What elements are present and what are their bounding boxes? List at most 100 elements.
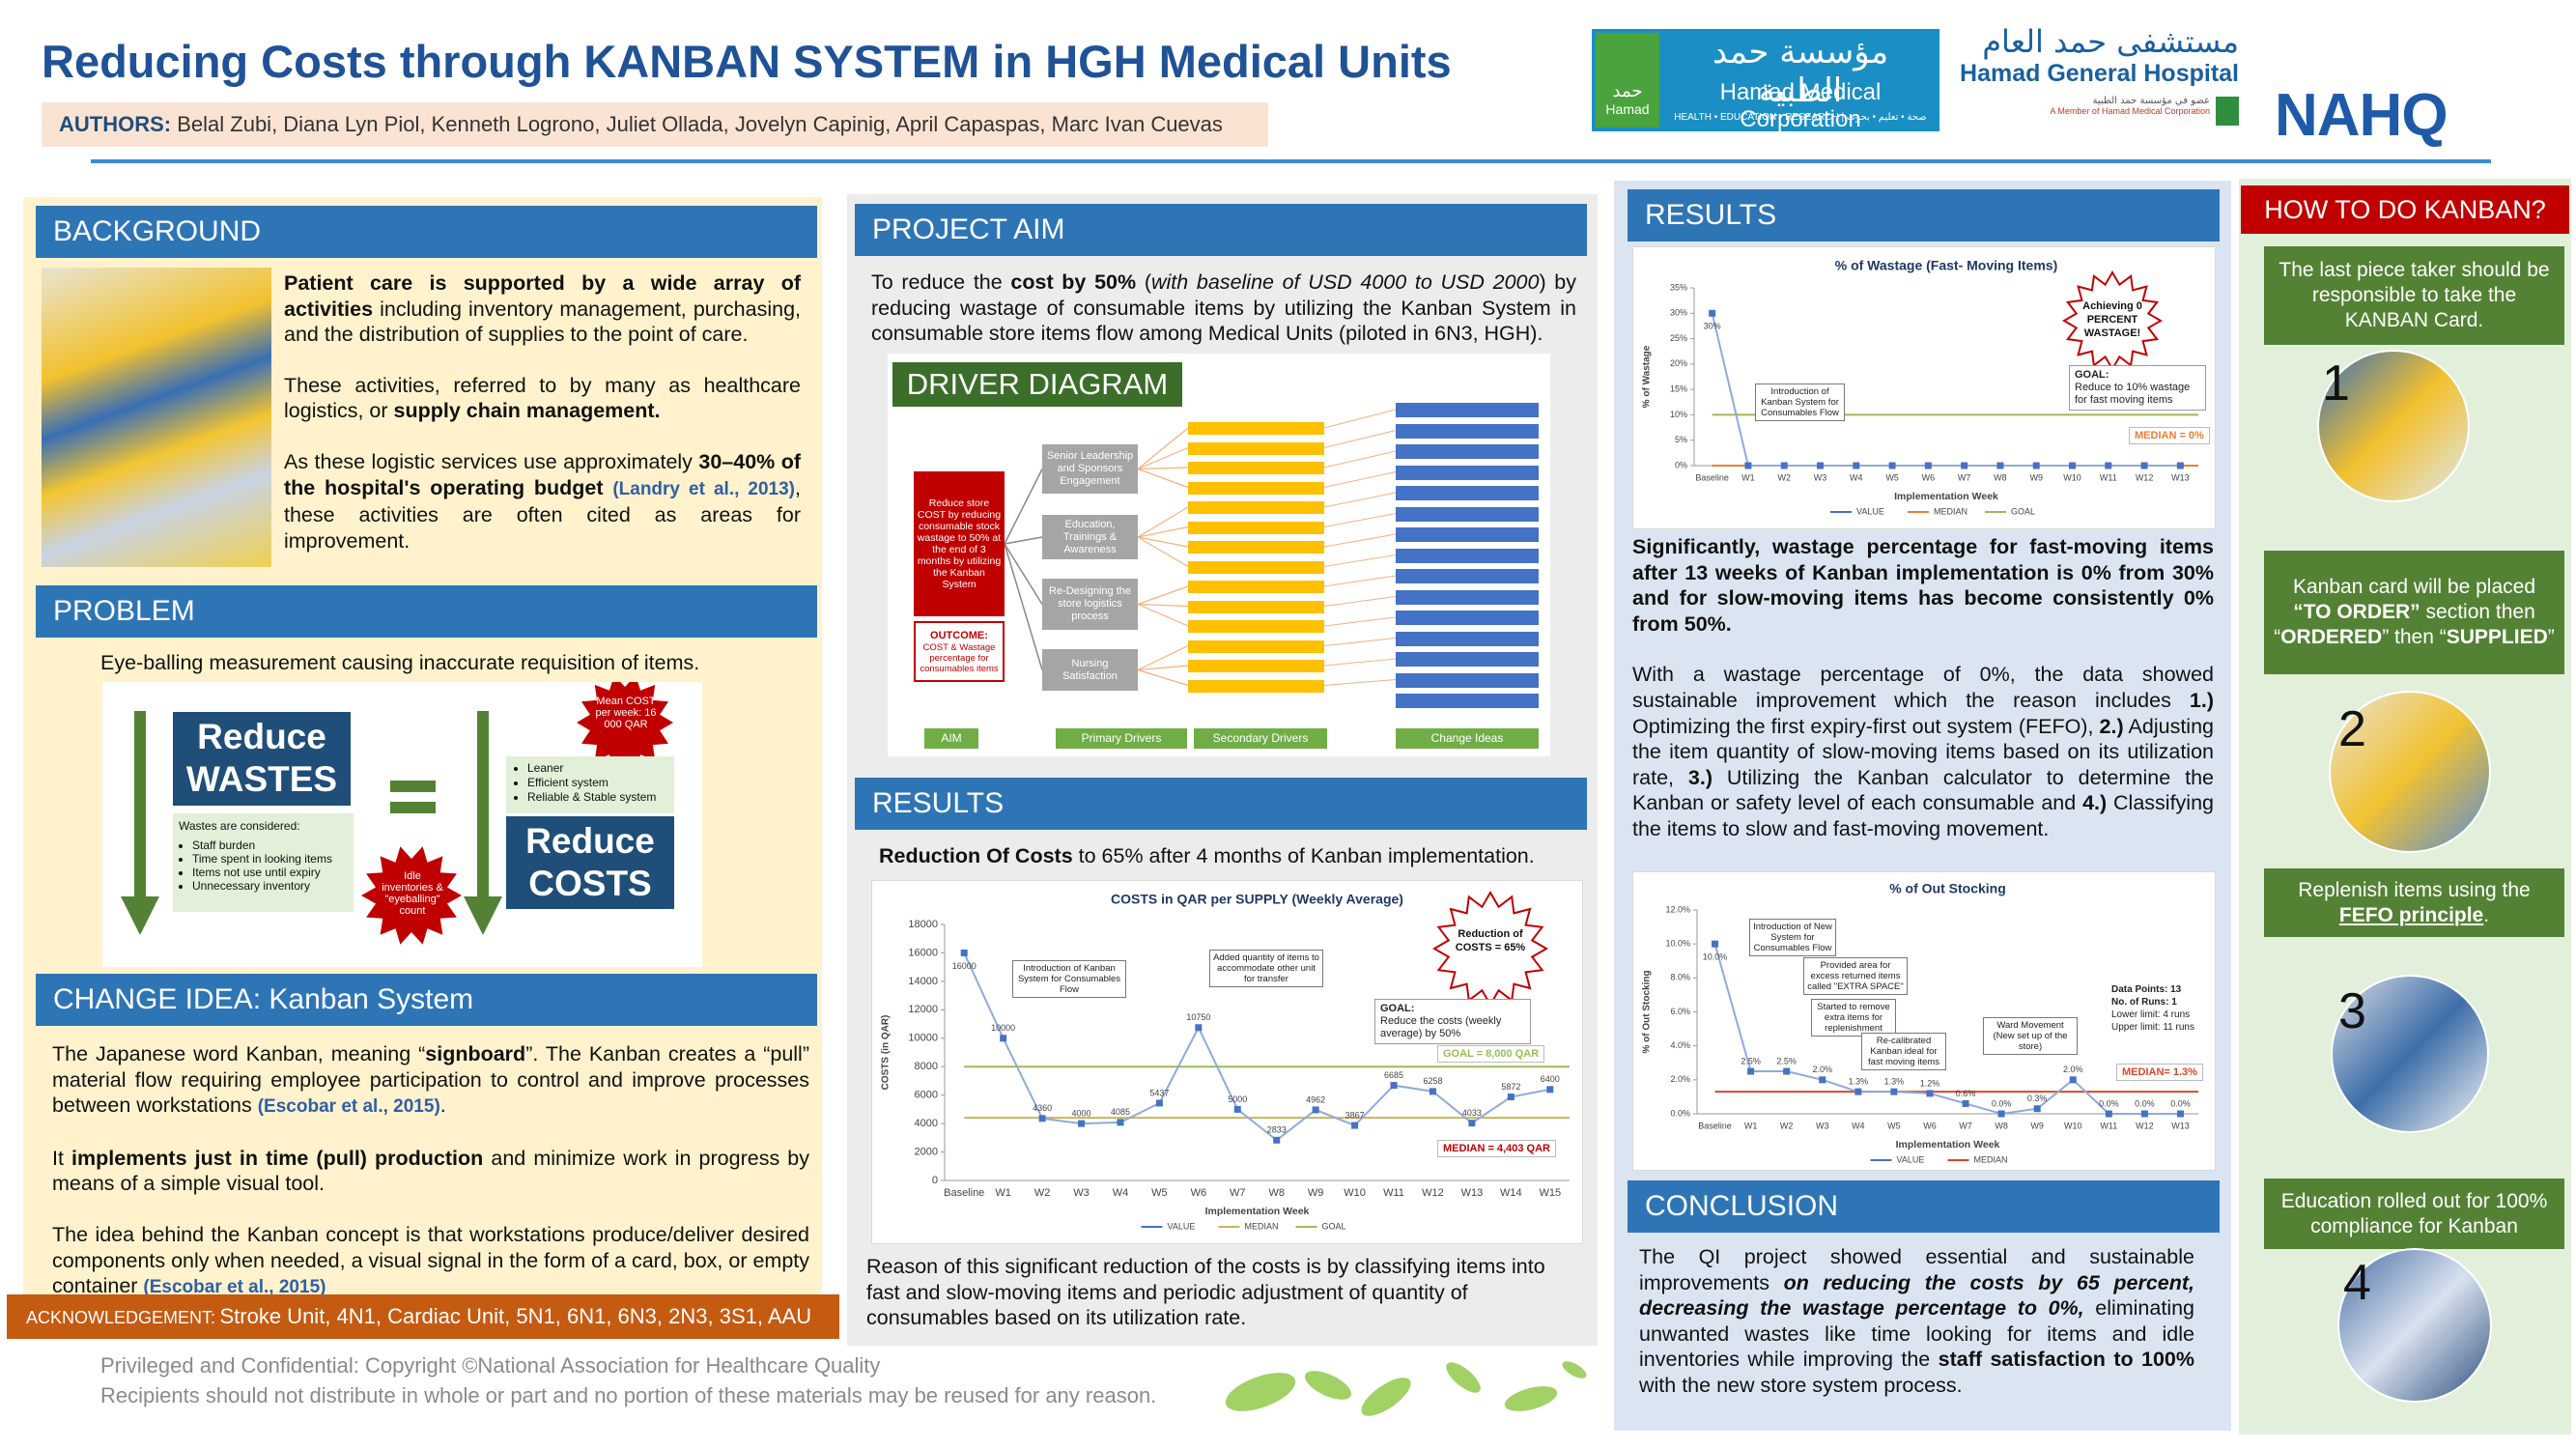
data-point: [1997, 1110, 2005, 1118]
callout-burst: [2062, 270, 2163, 371]
connector: [1137, 446, 1189, 470]
column-label: Change Ideas: [1396, 728, 1539, 749]
step-box: Kanban card will be placed “TO ORDER” se…: [2264, 551, 2564, 674]
data-label: 2.0%: [2063, 1065, 2083, 1074]
data-point: [1924, 462, 1932, 469]
x-tick-label: W12: [2136, 1121, 2154, 1130]
wastes-list: Staff burdenTime spent in looking itemsI…: [179, 838, 348, 893]
section-heading: HOW TO DO KANBAN?: [2241, 185, 2569, 234]
paragraph: To reduce the cost by 50% (with baseline…: [871, 270, 1576, 347]
data-point: [2069, 462, 2076, 469]
hmc-arabic: مؤسسة حمد الطبية: [1712, 33, 1889, 110]
data-point: [2105, 462, 2112, 469]
x-tick-label: W6: [1923, 1121, 1937, 1130]
results-costs-text: Reduction Of Costs to 65% after 4 months…: [879, 843, 1584, 895]
x-tick-label: W4: [1113, 1187, 1129, 1199]
text-run: supply chain management.: [393, 399, 661, 423]
annotation: Added quantity of items to accommodate o…: [1209, 950, 1323, 987]
goal-text: Reduce to 10% wastage for fast moving it…: [2075, 382, 2191, 406]
secondary-driver: [1188, 422, 1324, 435]
secondary-driver: [1188, 441, 1324, 455]
data-point: [2176, 462, 2184, 469]
data-point: [1854, 1088, 1862, 1095]
y-axis-label: COSTS (in QAR): [881, 1015, 892, 1091]
hmc-icon-text: Hamad: [1605, 101, 1650, 117]
reference-label: MEDIAN = 4,403 QAR: [1437, 1140, 1556, 1157]
x-tick-label: W11: [1383, 1187, 1404, 1199]
x-tick-label: W10: [2063, 472, 2081, 482]
x-tick-label: Baseline: [1698, 1121, 1732, 1130]
text-run: Kanban card will be placed: [2293, 576, 2535, 598]
data-label: 2.5%: [1776, 1056, 1797, 1065]
text-run: The last piece taker should be responsib…: [2279, 259, 2550, 331]
y-tick-label: 8.0%: [1670, 973, 1690, 982]
text-run: (Landry et al., 2013): [612, 478, 796, 499]
paragraph: Significantly, wastage percentage for fa…: [1632, 534, 2214, 637]
wastage-chart: % of Wastage (Fast- Moving Items) 0% 5% 10%…: [1632, 246, 2216, 529]
data-point: [1312, 1106, 1319, 1114]
text-run: To reduce the: [871, 270, 1011, 294]
secondary-driver: [1188, 481, 1324, 495]
legend-label: GOAL: [2011, 506, 2035, 516]
change-idea: [1396, 465, 1539, 480]
data-point: [1390, 1082, 1398, 1090]
x-tick-label: W12: [2136, 472, 2154, 482]
y-tick-label: 14000: [908, 976, 938, 987]
data-point: [2140, 462, 2148, 469]
x-tick-label: W8: [1994, 472, 2007, 482]
list-item: Reliable & Stable system: [527, 790, 666, 805]
data-point: [1783, 1067, 1791, 1075]
data-point: [1233, 1105, 1241, 1113]
paragraph: The idea behind the Kanban concept is th…: [52, 1222, 809, 1301]
secondary-driver: [1188, 501, 1324, 514]
hgh-name: Hamad General Hospital: [1960, 60, 2239, 87]
section-heading: RESULTS: [1628, 189, 2220, 242]
header-rule: [91, 159, 2491, 163]
step-number: 1: [2322, 355, 2350, 412]
x-tick-label: W9: [1308, 1187, 1324, 1199]
hgh-logo: مستشفى حمد العام Hamad General Hospital …: [1959, 23, 2239, 129]
data-label: 2.0%: [1812, 1065, 1832, 1074]
secondary-driver: [1188, 620, 1324, 633]
section-heading: CHANGE IDEA: Kanban System: [36, 974, 817, 1026]
data-point: [1117, 1119, 1124, 1126]
x-tick-label: W2: [1780, 1121, 1794, 1130]
chart-title: % of Wastage (Fast- Moving Items): [1835, 258, 2058, 273]
reference-label: MEDIAN= 1.3%: [2116, 1064, 2203, 1081]
series-line: [1711, 313, 2181, 467]
text-run: Replenish items using the: [2298, 878, 2531, 901]
text-run: ORDERED: [2280, 626, 2383, 648]
x-tick-label: Baseline: [944, 1187, 984, 1199]
data-point: [2032, 462, 2040, 469]
text-run: and minimize work in progress by means o…: [52, 1146, 810, 1196]
change-idea: [1396, 611, 1539, 625]
connector: [1323, 471, 1397, 488]
change-idea: [1396, 548, 1539, 563]
x-tick-label: W12: [1422, 1187, 1444, 1199]
list-item: Items not use until expiry: [192, 866, 348, 879]
x-tick-label: W13: [2171, 1121, 2190, 1130]
step-text: Replenish items using the FEFO principle…: [2274, 878, 2555, 928]
x-tick-label: W9: [2030, 1121, 2044, 1130]
callout-text: Achieving 0 PERCENT WASTAGE!: [2082, 300, 2142, 339]
x-tick-label: W3: [1814, 472, 1827, 482]
step-number: 3: [2338, 983, 2366, 1039]
x-tick-label: W10: [2064, 1121, 2082, 1130]
costs-chart: COSTS in QAR per SUPPLY (Weekly Average)…: [871, 880, 1583, 1244]
connector: [1323, 638, 1397, 646]
chart-svg: COSTS in QAR per SUPPLY (Weekly Average)…: [881, 891, 1570, 1231]
driver-connectors: [1004, 409, 1397, 687]
step-photo: [2331, 975, 2489, 1133]
callout-burst: [1432, 891, 1548, 1007]
text-run: With a wastage percentage of 0%, the dat…: [1632, 663, 2214, 712]
data-point: [1195, 1024, 1203, 1032]
data-label: 1.2%: [1920, 1078, 1940, 1088]
data-label: 0.0%: [1992, 1098, 2012, 1108]
label: COSTS: [528, 864, 652, 903]
text-run: 1.): [2189, 688, 2214, 712]
chart-title: % of Out Stocking: [1889, 881, 2006, 896]
connector: [1323, 430, 1397, 448]
step-photo: [2337, 1248, 2492, 1403]
list-item: Unnecessary inventory: [192, 879, 348, 893]
secondary-driver: [1188, 581, 1324, 593]
